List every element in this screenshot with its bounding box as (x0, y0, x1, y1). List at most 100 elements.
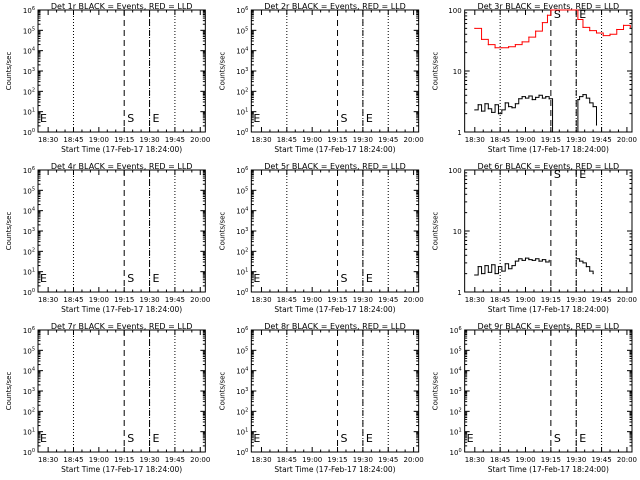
y-tick-label: 103 (23, 67, 35, 76)
data-point (474, 27, 476, 29)
data-point (497, 113, 500, 115)
x-tick-label: 18:30 (251, 296, 271, 304)
x-tick-label: 19:15 (114, 456, 134, 464)
data-point (541, 97, 544, 99)
data-point (501, 109, 503, 111)
data-point (494, 47, 496, 49)
data-point (541, 258, 544, 261)
y-tick-label: 104 (236, 47, 248, 56)
y-tick-label: 104 (236, 367, 248, 376)
marker-label: E (253, 272, 260, 285)
data-point (487, 44, 489, 46)
y-tick-label: 104 (23, 207, 35, 216)
y-tick-label: 105 (236, 186, 248, 195)
data-point (528, 258, 530, 261)
x-tick-label: 18:45 (63, 136, 83, 144)
detector-panel: Det 4r BLACK = Events, RED = LLD 100 101 10… (5, 162, 210, 314)
y-tick-label: 102 (236, 247, 248, 256)
data-point (501, 47, 503, 49)
x-tick-label: 18:30 (251, 136, 271, 144)
panel-title: Det 6r BLACK = Events, RED = LLD (478, 162, 620, 171)
x-tick-label: 20:00 (403, 456, 423, 464)
marker-label: S (127, 272, 134, 285)
data-point (548, 259, 550, 261)
y-tick-label: 100 (448, 7, 461, 15)
data-point (528, 36, 530, 38)
y-tick-label: 103 (236, 387, 248, 396)
data-point (595, 124, 598, 126)
y-tick-label: 101 (23, 108, 35, 117)
plot-frame (250, 329, 420, 453)
y-tick-label: 105 (23, 346, 35, 355)
x-tick-label: 20:00 (190, 136, 210, 144)
data-point (578, 260, 581, 262)
x-tick-label: 20:00 (617, 136, 637, 144)
x-tick-label: 20:00 (617, 456, 637, 464)
x-tick-label: 19:00 (515, 296, 535, 304)
x-tick-label: 19:30 (353, 296, 373, 304)
panel-title: Det 3r BLACK = Events, RED = LLD (478, 2, 620, 11)
data-point (589, 29, 591, 32)
y-tick-label: 103 (450, 387, 462, 396)
x-tick-label: 19:45 (165, 296, 185, 304)
y-tick-label: 1 (457, 289, 461, 297)
y-tick-label: 106 (23, 326, 35, 335)
x-tick-label: 19:30 (566, 296, 586, 304)
panel-title: Det 7r BLACK = Events, RED = LLD (51, 322, 193, 331)
x-tick-label: 19:30 (353, 456, 373, 464)
data-point (528, 95, 530, 97)
x-tick-label: 19:15 (327, 136, 347, 144)
x-tick-label: 18:30 (465, 136, 485, 144)
data-point (494, 273, 496, 275)
x-tick-label: 19:00 (302, 136, 322, 144)
x-tick-label: 18:30 (38, 136, 58, 144)
data-point (497, 266, 500, 268)
data-point (585, 97, 587, 99)
data-point (535, 258, 537, 260)
x-tick-label: 18:45 (490, 296, 510, 304)
marker-label: S (127, 112, 134, 125)
x-axis-label: Start Time (17-Feb-17 18:24:00) (488, 465, 609, 474)
marker-label: E (253, 112, 260, 125)
y-tick-label: 104 (23, 47, 35, 56)
y-tick-label: 102 (23, 87, 35, 96)
y-tick-label: 102 (236, 407, 248, 416)
x-tick-label: 18:45 (277, 296, 297, 304)
y-tick-label: 104 (450, 367, 462, 376)
marker-label: S (554, 8, 561, 21)
x-tick-label: 18:45 (277, 456, 297, 464)
y-tick-label: 101 (23, 428, 35, 437)
plot-frame (37, 329, 206, 453)
marker-label: E (153, 272, 160, 285)
data-point (538, 260, 540, 262)
marker-label: S (554, 168, 561, 181)
x-tick-label: 19:15 (327, 456, 347, 464)
x-tick-label: 19:15 (114, 136, 134, 144)
data-point (487, 271, 489, 273)
detector-panel: Det 2r BLACK = Events, RED = LLD 100 101 10… (218, 2, 423, 154)
detector-panel: Det 3r BLACK = Events, RED = LLD 1 10 100 18… (432, 2, 637, 154)
marker-label: E (40, 112, 47, 125)
x-tick-label: 19:30 (353, 136, 373, 144)
series-line (576, 94, 597, 133)
y-tick-label: 100 (236, 128, 248, 137)
data-point (575, 9, 577, 11)
marker-label: S (341, 432, 348, 445)
x-tick-label: 20:00 (190, 296, 210, 304)
detector-panel: Det 6r BLACK = Events, RED = LLD 1 10 100 18… (432, 162, 637, 314)
x-tick-label: 18:30 (465, 296, 485, 304)
x-tick-label: 20:00 (403, 136, 423, 144)
data-point (487, 108, 489, 110)
y-tick-label: 103 (236, 227, 248, 236)
marker-label: E (579, 432, 586, 445)
marker-label: E (366, 112, 373, 125)
x-tick-label: 19:15 (114, 296, 134, 304)
panel-title: Det 2r BLACK = Events, RED = LLD (264, 2, 406, 11)
y-tick-label: 102 (23, 247, 35, 256)
detector-panel: Det 8r BLACK = Events, RED = LLD 100 101 10… (218, 322, 423, 474)
x-tick-label: 18:30 (251, 456, 271, 464)
y-tick-label: 100 (236, 288, 248, 297)
y-tick-label: 100 (23, 448, 35, 457)
y-tick-label: 106 (236, 166, 248, 175)
y-tick-label: 103 (236, 67, 248, 76)
